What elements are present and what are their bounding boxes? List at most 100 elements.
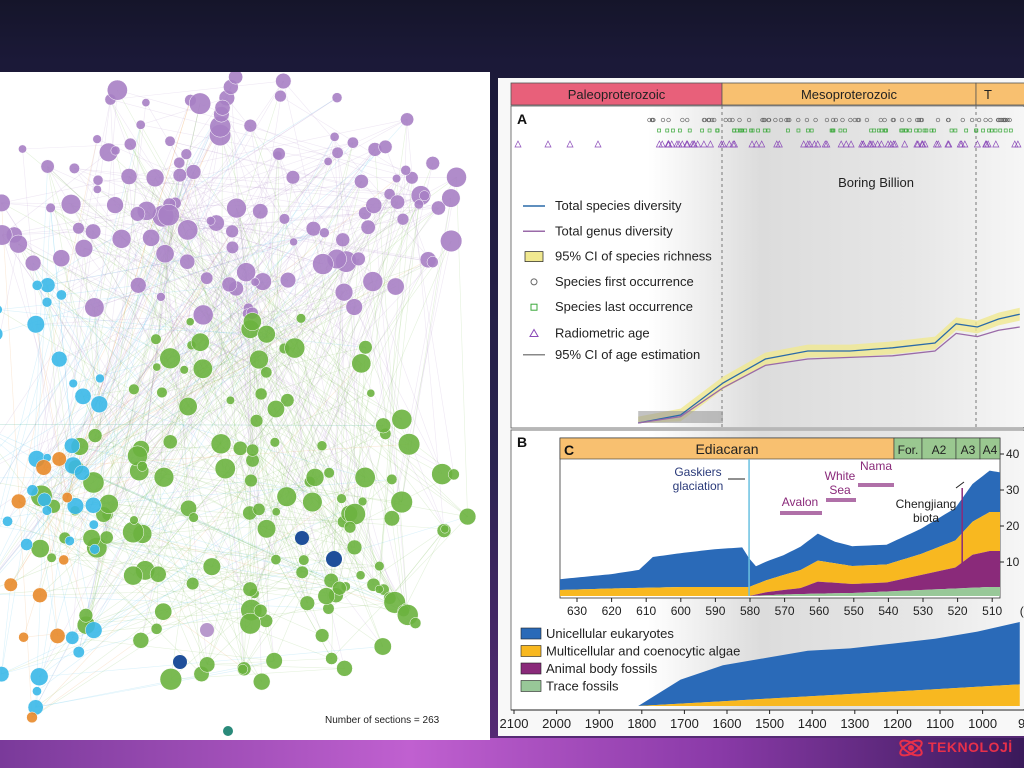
last-occurrence-marker	[998, 128, 1003, 133]
radiometric-age-marker	[700, 140, 708, 148]
network-edge	[403, 530, 445, 611]
network-node	[275, 72, 292, 90]
legend-item: 95% CI of species richness	[524, 249, 712, 264]
network-edge	[322, 181, 362, 265]
network-edge	[163, 476, 351, 528]
radiometric-age-marker	[874, 140, 882, 148]
network-edge	[23, 100, 191, 638]
network-edge	[161, 181, 362, 215]
radiometric-age-marker	[891, 140, 899, 148]
radiometric-age-marker	[719, 140, 727, 148]
network-node	[419, 190, 430, 202]
network-edge	[161, 177, 457, 393]
first-occurrence-marker	[666, 117, 671, 123]
network-edge	[138, 285, 327, 597]
x-tick-label: 90	[1018, 716, 1024, 731]
network-edge	[206, 450, 253, 665]
first-occurrence-marker	[685, 117, 690, 123]
network-node	[360, 219, 376, 235]
last-occurrence-marker	[756, 128, 760, 133]
network-edge	[146, 210, 248, 314]
network-edge	[144, 400, 288, 571]
network-edge	[0, 490, 33, 557]
network-node	[132, 632, 150, 649]
network-edge	[158, 521, 344, 575]
network-edge	[66, 497, 95, 631]
first-occurrence-marker	[784, 117, 789, 123]
network-edge	[47, 285, 66, 538]
network-edge	[266, 372, 468, 517]
network-edge	[1, 234, 443, 475]
network-node	[142, 228, 160, 247]
network-node	[214, 99, 231, 116]
first-occurrence-marker	[727, 117, 732, 123]
network-node	[400, 165, 411, 176]
network-node	[441, 188, 461, 208]
network-edge	[193, 171, 289, 281]
background-strip	[0, 738, 1024, 768]
x-tick-label: 1700	[670, 716, 699, 731]
network-edge	[0, 423, 384, 426]
network-edge	[79, 446, 344, 523]
network-edge	[256, 420, 337, 596]
network-edge	[83, 248, 355, 308]
inset-x-tick-label: 570	[775, 604, 795, 618]
network-edge	[130, 144, 313, 503]
radiometric-age-marker	[901, 140, 909, 148]
first-occurrence-marker	[840, 117, 845, 123]
network-node	[383, 510, 400, 527]
last-occurrence-marker	[883, 128, 888, 133]
first-occurrence-marker	[680, 117, 685, 123]
network-node	[305, 221, 322, 237]
network-node	[72, 646, 85, 659]
network-node	[84, 297, 105, 318]
network-edge	[50, 207, 73, 446]
inset-x-tick-label: 630	[567, 604, 587, 618]
network-edge	[43, 443, 410, 468]
network-edge	[0, 279, 289, 460]
network-node	[74, 239, 94, 258]
network-edge	[187, 247, 233, 407]
white-sea-range-bar	[826, 498, 856, 502]
last-occurrence-marker	[929, 128, 934, 133]
network-node	[386, 473, 398, 485]
network-node	[305, 468, 325, 487]
network-edge	[1, 574, 361, 675]
inset-x-tick-label: 530	[913, 604, 933, 618]
x-tick-label: 2100	[500, 716, 529, 731]
first-occurrence-marker	[824, 117, 830, 123]
network-edge	[51, 345, 192, 558]
network-node	[78, 608, 94, 623]
network-edge	[286, 306, 355, 497]
network-node	[299, 595, 315, 611]
network-graph	[0, 72, 477, 736]
network-edge	[35, 324, 68, 498]
period-label: Ediacaran	[695, 441, 758, 457]
network-edge	[0, 244, 19, 336]
radiometric-age-marker	[694, 140, 702, 148]
network-edge	[206, 247, 233, 279]
network-node	[98, 494, 119, 514]
network-node	[156, 292, 166, 302]
network-edge	[251, 261, 347, 611]
network-node	[237, 664, 248, 675]
network-edge	[132, 313, 248, 533]
inset-x-tick-label: (M	[1020, 604, 1024, 618]
network-edge	[99, 146, 386, 379]
legend-item: Species first occurrence	[530, 274, 694, 289]
radiometric-age-marker	[992, 140, 1000, 148]
white-sea-label: White	[825, 469, 856, 483]
network-node	[90, 395, 108, 413]
network-node	[440, 229, 463, 253]
network-node	[99, 530, 114, 545]
network-edge	[179, 175, 337, 596]
network-node	[0, 193, 11, 212]
first-occurrence-marker	[976, 117, 982, 123]
first-occurrence-marker	[946, 117, 951, 123]
network-edge	[64, 149, 376, 539]
network-node	[272, 147, 286, 161]
network-node	[365, 197, 383, 214]
network-node	[257, 325, 276, 344]
network-node	[250, 277, 260, 287]
network-edge	[193, 517, 340, 589]
